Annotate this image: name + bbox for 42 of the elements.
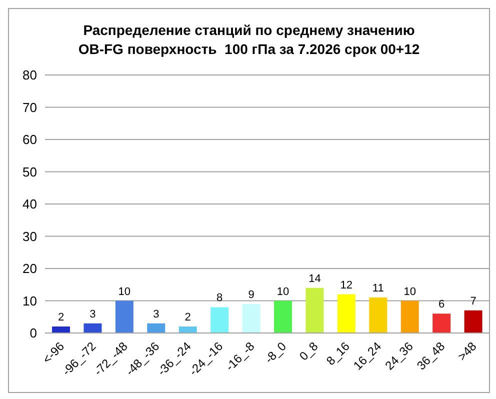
y-tick-label: 30 xyxy=(22,228,37,244)
data-label: 9 xyxy=(248,288,254,301)
bar xyxy=(84,323,102,333)
data-label: 14 xyxy=(308,272,321,285)
data-label: 10 xyxy=(404,286,416,298)
data-label: 6 xyxy=(438,298,445,311)
y-tick-label: 20 xyxy=(22,261,37,276)
data-label: 12 xyxy=(340,279,353,292)
chart-title: Распределение станций по среднему значению OB-FG поверхность 100 гПа за 7.2026 срок 00+12 xyxy=(77,21,421,59)
data-label: 3 xyxy=(90,308,96,320)
bar xyxy=(210,307,229,333)
y-tick-label: 40 xyxy=(22,196,37,212)
bar xyxy=(178,326,197,333)
y-tick-label: 50 xyxy=(22,164,37,180)
bar xyxy=(147,323,166,333)
y-tick-label: 60 xyxy=(22,132,37,148)
bar xyxy=(337,294,356,333)
bar xyxy=(52,326,70,333)
bar xyxy=(400,300,419,333)
x-tick-label: >48 xyxy=(454,338,480,364)
data-label: 10 xyxy=(276,286,290,298)
x-tick-label: -8_0 xyxy=(262,339,290,366)
data-label: 3 xyxy=(153,308,160,320)
x-tick-label: <-96 xyxy=(40,338,68,366)
bar xyxy=(464,310,482,333)
data-label: 2 xyxy=(184,312,191,324)
bar xyxy=(242,304,260,333)
y-tick-label: 10 xyxy=(22,293,37,308)
bar xyxy=(369,298,388,333)
x-tick-label: 0_8 xyxy=(296,339,321,364)
bar xyxy=(274,300,292,333)
data-label: 10 xyxy=(118,286,131,298)
data-label: 11 xyxy=(372,282,384,295)
y-tick-label: 70 xyxy=(22,100,37,115)
data-label: 8 xyxy=(216,292,223,304)
bar xyxy=(432,314,451,333)
data-label: 7 xyxy=(470,295,476,308)
bar xyxy=(306,288,324,333)
data-label: 2 xyxy=(58,312,64,324)
y-tick-label: 80 xyxy=(22,68,37,83)
bar xyxy=(115,300,134,333)
y-tick-label: 0 xyxy=(30,326,37,341)
